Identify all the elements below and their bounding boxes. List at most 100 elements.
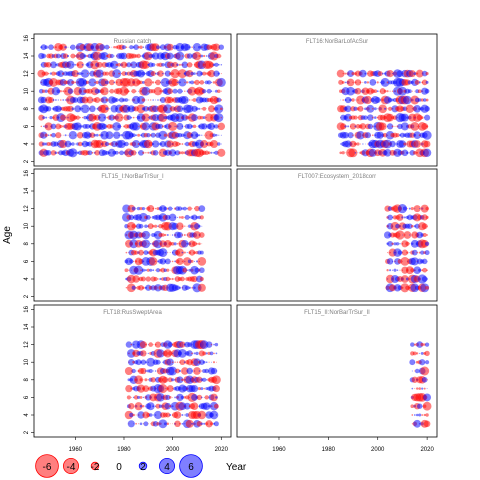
- residual-bubble: [144, 269, 147, 272]
- residual-bubble: [128, 403, 135, 410]
- residual-bubble: [68, 131, 78, 140]
- residual-bubble: [89, 105, 96, 113]
- residual-bubble: [213, 421, 219, 427]
- y-tick-label: 10: [24, 87, 30, 94]
- residual-bubble: [416, 387, 419, 390]
- residual-bubble: [181, 234, 184, 236]
- residual-bubble: [132, 413, 135, 417]
- residual-bubble: [135, 370, 137, 372]
- residual-bubble: [150, 216, 152, 218]
- residual-bubble: [203, 387, 206, 390]
- residual-bubble: [418, 387, 422, 390]
- residual-bubble: [380, 77, 390, 87]
- residual-bubble: [165, 394, 171, 401]
- residual-bubble: [177, 133, 183, 138]
- residual-bubble: [416, 352, 419, 355]
- residual-bubble: [125, 384, 133, 393]
- residual-bubble: [391, 242, 394, 245]
- residual-bubble: [409, 359, 416, 366]
- legend: -6 -4 -2 0 2 4 6: [35, 454, 203, 478]
- y-tick-label: 16: [24, 34, 30, 41]
- residual-bubble: [59, 139, 68, 149]
- residual-bubble: [130, 396, 132, 398]
- residual-bubble: [405, 241, 410, 246]
- residual-bubble: [413, 131, 421, 139]
- residual-bubble: [180, 215, 184, 219]
- residual-bubble: [186, 99, 188, 101]
- residual-bubble: [409, 243, 411, 245]
- panel-bubbles: [336, 69, 432, 158]
- residual-bubble: [112, 122, 122, 131]
- residual-bubble: [346, 86, 355, 96]
- residual-bubble: [171, 234, 174, 236]
- residual-bubble: [397, 86, 407, 96]
- residual-bubble: [175, 113, 185, 123]
- panel-frame: [236, 33, 438, 167]
- residual-bubble: [393, 268, 397, 272]
- residual-bubble: [190, 384, 199, 393]
- residual-bubble: [155, 268, 161, 273]
- residual-bubble: [146, 357, 156, 367]
- residual-bubble: [400, 122, 409, 131]
- residual-bubble: [198, 54, 201, 58]
- residual-bubble: [111, 46, 113, 48]
- residual-bubble: [101, 96, 108, 104]
- residual-bubble: [38, 141, 44, 147]
- residual-bubble: [410, 283, 420, 293]
- residual-bubble: [155, 403, 161, 409]
- residual-bubble: [406, 151, 409, 155]
- residual-bubble: [425, 98, 429, 102]
- residual-bubble: [47, 72, 50, 75]
- residual-bubble: [413, 105, 422, 113]
- residual-bubble: [421, 258, 428, 265]
- residual-bubble: [188, 46, 191, 49]
- residual-bubble: [73, 122, 82, 131]
- residual-bubble: [401, 216, 404, 219]
- residual-bubble: [421, 214, 428, 221]
- residual-bubble: [418, 413, 422, 417]
- residual-bubble: [387, 240, 393, 247]
- residual-bubble: [394, 125, 396, 127]
- residual-bubble: [366, 104, 375, 113]
- residual-bubble: [186, 70, 194, 78]
- residual-bubble: [425, 72, 429, 76]
- residual-bubble: [336, 69, 345, 78]
- residual-bubble: [137, 143, 140, 145]
- residual-bubble: [153, 86, 163, 96]
- residual-bubble: [154, 260, 157, 263]
- residual-bubble: [395, 133, 400, 138]
- residual-bubble: [64, 45, 67, 49]
- residual-bubble: [419, 359, 426, 366]
- residual-bubble: [120, 116, 123, 119]
- residual-bubble: [424, 114, 431, 121]
- residual-bubble: [141, 80, 145, 84]
- residual-bubble: [426, 388, 428, 390]
- residual-bubble: [362, 108, 364, 110]
- residual-bubble: [214, 342, 219, 347]
- residual-bubble: [184, 278, 186, 280]
- residual-bubble: [196, 405, 198, 407]
- residual-bubble: [179, 341, 186, 348]
- residual-bubble: [140, 367, 147, 375]
- residual-bubble: [169, 260, 171, 262]
- residual-bubble: [172, 396, 174, 398]
- residual-bubble: [59, 90, 62, 93]
- residual-bubble: [203, 422, 206, 425]
- y-tick-label: 16: [24, 305, 30, 312]
- residual-bubble: [135, 422, 137, 425]
- residual-bubble: [51, 87, 61, 96]
- legend-label: -2: [91, 462, 100, 473]
- residual-bubble: [72, 97, 79, 103]
- residual-bubble: [142, 151, 145, 154]
- residual-bubble: [156, 349, 165, 358]
- residual-bubble: [163, 206, 168, 211]
- residual-bubble: [191, 214, 198, 221]
- residual-bubble: [161, 125, 164, 128]
- residual-bubble: [163, 104, 173, 114]
- residual-bubble: [159, 205, 167, 213]
- residual-bubble: [194, 267, 200, 273]
- residual-bubble: [416, 341, 424, 348]
- residual-bubble: [108, 114, 115, 121]
- residual-bubble: [193, 358, 201, 367]
- legend-label: 4: [164, 462, 170, 473]
